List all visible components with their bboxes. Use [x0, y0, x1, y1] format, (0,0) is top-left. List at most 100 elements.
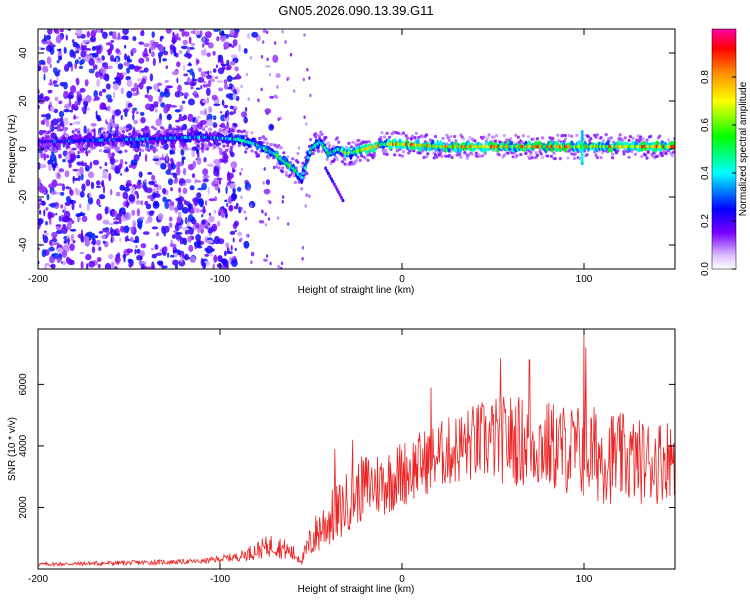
spectrogram-x-axis: -200 -100 0 100 — [28, 29, 593, 285]
heatmap-cell — [45, 113, 51, 120]
heatmap-cell — [184, 253, 189, 261]
heatmap-cell — [70, 233, 75, 242]
heatmap-cell — [515, 154, 519, 158]
heatmap-cell — [237, 144, 241, 148]
heatmap-cell — [63, 109, 71, 113]
heatmap-cell — [315, 133, 319, 137]
heatmap-cell — [226, 144, 230, 148]
heatmap-cell — [62, 183, 65, 192]
heatmap-cell — [57, 117, 61, 123]
heatmap-cell — [105, 119, 108, 124]
heatmap-cell — [84, 238, 91, 247]
heatmap-cell — [224, 113, 228, 119]
heatmap-cell — [72, 175, 75, 184]
heatmap-cell — [229, 83, 233, 88]
heatmap-cell — [223, 79, 228, 84]
heatmap-cell — [83, 236, 90, 241]
heatmap-cell — [132, 93, 139, 96]
heatmap-cell — [203, 142, 207, 146]
heatmap-cell — [38, 59, 46, 65]
heatmap-cell — [502, 134, 506, 138]
heatmap-cell — [580, 150, 584, 154]
heatmap-cell — [667, 138, 671, 142]
heatmap-cell — [107, 98, 113, 103]
heatmap-cell — [170, 157, 174, 163]
heatmap-cell — [189, 81, 196, 87]
heatmap-cell — [192, 197, 199, 203]
heatmap-cell — [202, 126, 206, 130]
heatmap-cell — [284, 40, 287, 44]
heatmap-cell — [193, 205, 197, 214]
heatmap-cell — [182, 227, 189, 231]
heatmap-cell — [234, 247, 237, 252]
heatmap-cell — [197, 77, 205, 83]
heatmap-cell — [217, 54, 220, 64]
heatmap-cell — [79, 60, 83, 66]
snr-x-label: Height of straight line (km) — [298, 584, 415, 595]
heatmap-cell — [88, 192, 92, 199]
heatmap-cell — [74, 177, 79, 181]
heatmap-cell — [449, 134, 453, 139]
heatmap-cell — [181, 100, 186, 104]
colorbar-tick-label: 0.4 — [700, 166, 711, 180]
heatmap-cell — [147, 171, 153, 175]
heatmap-cell — [198, 198, 204, 207]
heatmap-cell — [156, 232, 160, 237]
heatmap-cell — [50, 148, 54, 152]
heatmap-cell — [540, 155, 545, 160]
heatmap-cell — [219, 111, 223, 114]
heatmap-cell — [552, 151, 556, 155]
heatmap-cell — [220, 210, 225, 218]
heatmap-cell — [177, 36, 181, 41]
heatmap-cell — [305, 161, 309, 165]
heatmap-cell — [71, 104, 74, 112]
heatmap-cell — [182, 167, 187, 176]
heatmap-cell — [103, 146, 108, 150]
heatmap-cell — [264, 137, 268, 141]
heatmap-cell — [422, 155, 426, 159]
heatmap-cell — [308, 76, 311, 80]
heatmap-cell — [157, 213, 164, 221]
heatmap-cell — [264, 223, 268, 227]
heatmap-cell — [566, 156, 570, 160]
heatmap-cell — [245, 233, 249, 238]
heatmap-cell — [242, 129, 246, 133]
heatmap-cell — [55, 35, 62, 44]
heatmap-cell — [367, 140, 371, 144]
heatmap-cell — [111, 130, 115, 134]
heatmap-cell — [162, 265, 168, 269]
heatmap-cell — [139, 70, 146, 73]
heatmap-cell — [69, 49, 75, 58]
heatmap-cell — [126, 79, 133, 88]
heatmap-cell — [92, 64, 98, 70]
heatmap-cell — [130, 159, 138, 166]
heatmap-cell — [232, 237, 235, 243]
heatmap-cell — [172, 31, 175, 37]
heatmap-cell — [98, 246, 102, 251]
heatmap-cell — [595, 156, 599, 160]
heatmap-cell — [102, 127, 106, 131]
heatmap-cell — [114, 256, 121, 263]
x-tick-label: -100 — [210, 574, 230, 585]
heatmap-cell — [521, 134, 526, 138]
heatmap-cell — [645, 138, 649, 142]
heatmap-cell — [122, 72, 128, 76]
heatmap-cell — [185, 178, 192, 184]
heatmap-cell — [86, 202, 90, 212]
heatmap-cell — [68, 99, 72, 107]
heatmap-cell — [275, 73, 281, 79]
heatmap-cell — [107, 123, 111, 132]
heatmap-cell — [183, 31, 190, 37]
heatmap-cell — [77, 96, 81, 106]
heatmap-cell — [42, 65, 49, 73]
heatmap-cell — [236, 73, 240, 80]
heatmap-cell — [328, 144, 332, 148]
heatmap-cell — [205, 249, 211, 254]
heatmap-cell — [207, 42, 214, 49]
heatmap-cell — [572, 156, 577, 160]
heatmap-cell — [153, 144, 157, 148]
heatmap-cell — [202, 205, 206, 214]
heatmap-cell — [133, 119, 138, 125]
heatmap-cell — [240, 195, 243, 200]
heatmap-cell — [140, 149, 145, 153]
